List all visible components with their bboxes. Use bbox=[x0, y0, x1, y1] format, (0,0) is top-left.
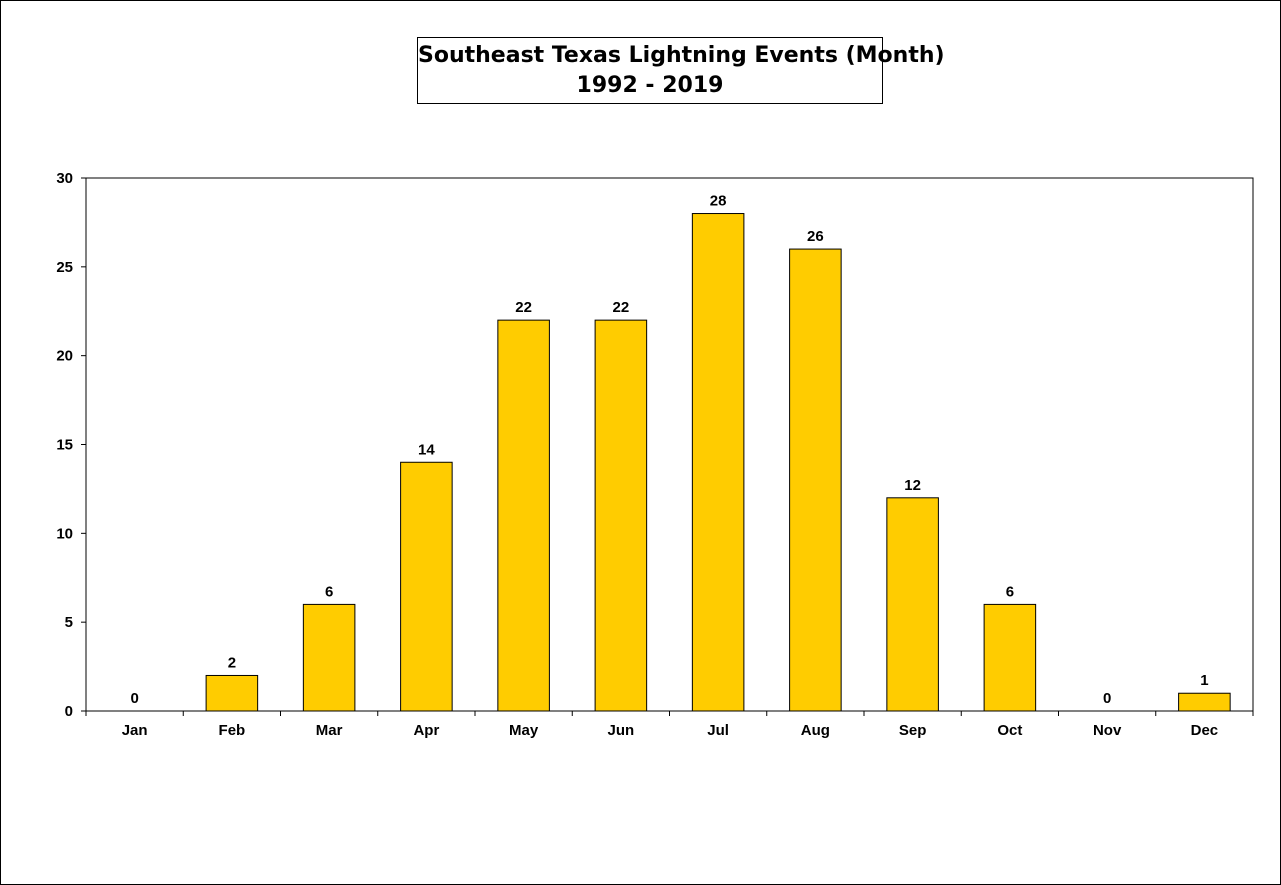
data-label: 12 bbox=[904, 477, 921, 494]
bar-mar bbox=[302, 603, 356, 712]
data-label: 28 bbox=[710, 193, 727, 210]
data-label: 6 bbox=[1006, 583, 1014, 600]
chart-title: Southeast Texas Lightning Events (Month) bbox=[418, 43, 945, 68]
y-tick-label: 0 bbox=[65, 703, 73, 720]
bar-oct bbox=[983, 603, 1037, 712]
x-tick-label: Feb bbox=[219, 722, 246, 739]
x-tick-label: Oct bbox=[997, 722, 1022, 739]
y-tick-label: 15 bbox=[56, 437, 73, 454]
data-label: 1 bbox=[1200, 672, 1208, 689]
y-tick-label: 30 bbox=[56, 170, 73, 187]
data-label: 22 bbox=[515, 299, 532, 316]
x-tick-label: Apr bbox=[413, 722, 439, 739]
bar-may bbox=[497, 319, 550, 712]
bar-jun bbox=[594, 319, 648, 712]
plot-area: 0510152025300Jan2Feb6Mar14Apr22May22Jun2… bbox=[56, 170, 1254, 739]
bar-jul bbox=[691, 213, 745, 712]
bar-sep bbox=[886, 497, 939, 712]
data-label: 0 bbox=[1103, 690, 1111, 707]
plot-border bbox=[85, 177, 1254, 712]
data-label: 22 bbox=[613, 299, 630, 316]
bar-apr bbox=[400, 461, 453, 712]
data-label: 6 bbox=[325, 583, 333, 600]
data-label: 26 bbox=[807, 228, 824, 245]
x-tick-label: Jul bbox=[707, 722, 729, 739]
x-tick-label: Nov bbox=[1093, 722, 1122, 739]
y-tick-label: 5 bbox=[65, 614, 73, 631]
x-tick-label: Mar bbox=[316, 722, 343, 739]
x-tick-label: Sep bbox=[899, 722, 927, 739]
x-tick-label: Jun bbox=[608, 722, 635, 739]
y-tick-label: 20 bbox=[56, 348, 73, 365]
bar-aug bbox=[789, 248, 842, 712]
x-tick-label: May bbox=[509, 722, 539, 739]
y-tick-label: 25 bbox=[56, 259, 73, 276]
x-tick-label: Aug bbox=[801, 722, 830, 739]
data-label: 2 bbox=[228, 654, 236, 671]
data-label: 14 bbox=[418, 441, 435, 458]
bar-feb bbox=[205, 674, 259, 712]
bar-dec bbox=[1178, 692, 1231, 712]
data-label: 0 bbox=[130, 690, 138, 707]
chart-subtitle: 1992 - 2019 bbox=[576, 73, 724, 98]
chart-title-box: Southeast Texas Lightning Events (Month)… bbox=[417, 37, 945, 104]
x-tick-label: Dec bbox=[1191, 722, 1219, 739]
x-tick-label: Jan bbox=[122, 722, 148, 739]
y-tick-label: 10 bbox=[56, 525, 73, 542]
